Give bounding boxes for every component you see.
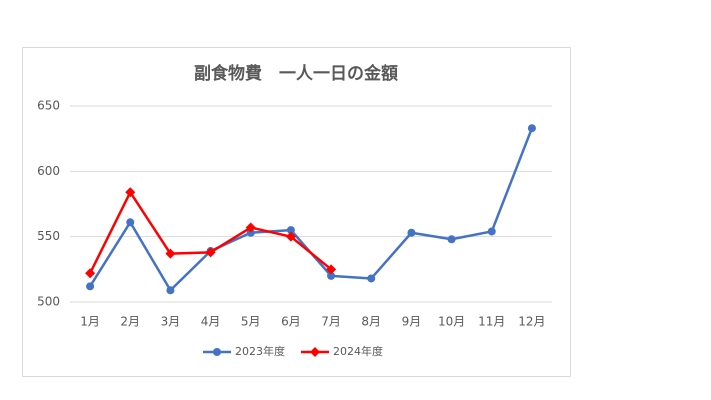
point [327, 271, 336, 280]
point [487, 227, 496, 236]
x-tick-label: 2月 [120, 315, 140, 329]
x-tick-label: 1月 [80, 315, 100, 329]
chart-frame [22, 47, 571, 377]
legend-label: 2024年度 [333, 344, 383, 358]
y-tick-label: 600 [37, 164, 60, 178]
point [407, 228, 416, 237]
chart-title: 副食物費 一人一日の金額 [194, 63, 398, 84]
x-tick-label: 5月 [241, 315, 261, 329]
point [246, 228, 255, 237]
point [166, 286, 175, 295]
y-tick-label: 500 [37, 295, 60, 309]
x-tick-label: 3月 [161, 315, 181, 329]
point [527, 124, 536, 133]
point [286, 226, 295, 235]
x-tick-label: 9月 [402, 315, 422, 329]
point [213, 348, 221, 356]
point [85, 268, 96, 279]
x-tick-label: 11月 [478, 315, 505, 329]
x-tick-label: 10月 [438, 315, 465, 329]
x-tick-label: 4月 [201, 315, 221, 329]
x-tick-label: 6月 [281, 315, 301, 329]
point [326, 264, 337, 275]
x-tick-label: 8月 [361, 315, 381, 329]
legend-label: 2023年度 [235, 344, 285, 358]
point [285, 231, 296, 242]
x-tick-label: 12月 [518, 315, 545, 329]
y-tick-label: 550 [37, 229, 60, 243]
point [125, 187, 136, 198]
point [165, 248, 176, 259]
point [205, 247, 216, 258]
point [310, 347, 320, 357]
point [447, 235, 456, 244]
point [126, 218, 135, 227]
x-tick-label: 7月 [321, 315, 341, 329]
point [86, 282, 95, 291]
point [245, 222, 256, 233]
y-tick-label: 650 [37, 99, 60, 113]
point [367, 274, 376, 283]
